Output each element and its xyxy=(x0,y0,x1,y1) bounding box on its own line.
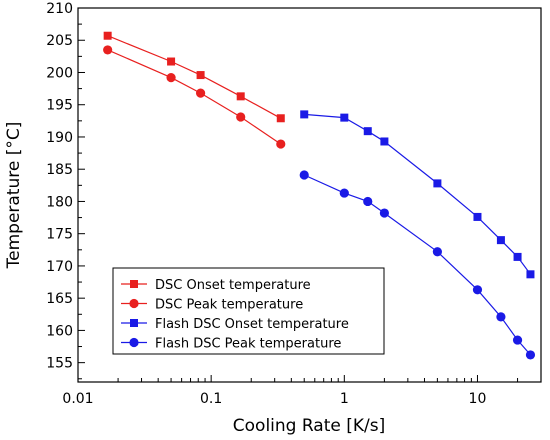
y-axis-title: Temperature [°C] xyxy=(4,122,24,270)
y-tick-label: 210 xyxy=(46,1,73,17)
x-tick-label: 0.1 xyxy=(200,391,222,407)
data-point xyxy=(363,196,373,207)
series-2 xyxy=(103,45,286,149)
y-tick-label: 195 xyxy=(46,98,73,114)
data-point xyxy=(276,114,285,123)
data-point xyxy=(380,137,389,146)
series-layer xyxy=(103,31,536,360)
data-point xyxy=(432,247,442,257)
legend-marker xyxy=(130,319,138,327)
data-point xyxy=(526,270,535,279)
plot-frame xyxy=(77,7,542,383)
data-point xyxy=(276,139,286,149)
y-tick-label: 180 xyxy=(46,194,73,210)
data-point xyxy=(166,73,176,83)
data-point xyxy=(196,71,205,80)
data-point xyxy=(496,236,505,245)
y-tick-label: 205 xyxy=(46,33,73,49)
x-axis-title: Cooling Rate [K/s] xyxy=(233,416,385,436)
data-point xyxy=(103,45,113,55)
legend-label: Flash DSC Onset temperature xyxy=(155,317,349,332)
series-3 xyxy=(300,110,535,279)
y-tick-label: 200 xyxy=(46,65,73,81)
y-tick-label: 185 xyxy=(46,162,73,178)
y-tick-label: 160 xyxy=(46,323,73,339)
data-point xyxy=(379,208,389,218)
data-point xyxy=(433,179,442,188)
series-line xyxy=(304,113,531,275)
legend-label: DSC Onset temperature xyxy=(155,278,311,293)
data-point xyxy=(236,112,246,122)
data-point xyxy=(299,170,309,180)
y-tick-label: 155 xyxy=(46,356,73,372)
data-point xyxy=(340,113,349,122)
data-point xyxy=(513,252,522,261)
data-point xyxy=(167,57,176,66)
series-1 xyxy=(103,31,285,123)
legend-marker xyxy=(129,337,139,348)
x-tick-label: 0.01 xyxy=(62,391,93,407)
legend-box xyxy=(112,267,385,355)
data-point xyxy=(473,212,482,221)
data-point xyxy=(472,285,483,295)
x-tick-label: 1 xyxy=(340,391,349,407)
y-tick-label: 190 xyxy=(46,130,73,146)
series-line xyxy=(107,49,282,145)
data-point xyxy=(512,335,523,345)
legend-label: DSC Peak temperature xyxy=(155,298,303,313)
y-axis: 155 160 165 170 175 180 185 190 195 200 205 210 xyxy=(46,1,85,380)
legend-marker xyxy=(129,298,139,309)
data-point xyxy=(300,110,309,119)
legend-marker xyxy=(130,280,138,288)
data-point xyxy=(103,31,112,40)
x-axis: 0.01 0.1 1 10 xyxy=(62,375,542,407)
data-point xyxy=(496,312,506,322)
data-point xyxy=(525,350,536,360)
x-tick-label: 10 xyxy=(469,391,487,407)
y-tick-label: 170 xyxy=(46,259,73,275)
legend-label: Flash DSC Peak temperature xyxy=(155,337,341,352)
y-tick-label: 165 xyxy=(46,291,73,307)
legend: DSC Onset temperature DSC Peak temperatur… xyxy=(112,267,385,355)
data-point xyxy=(195,88,206,98)
y-tick-label: 175 xyxy=(46,227,73,243)
series-4 xyxy=(299,170,536,360)
data-point xyxy=(363,127,372,136)
series-line xyxy=(107,35,282,119)
data-point xyxy=(339,188,349,198)
data-point xyxy=(236,92,245,101)
